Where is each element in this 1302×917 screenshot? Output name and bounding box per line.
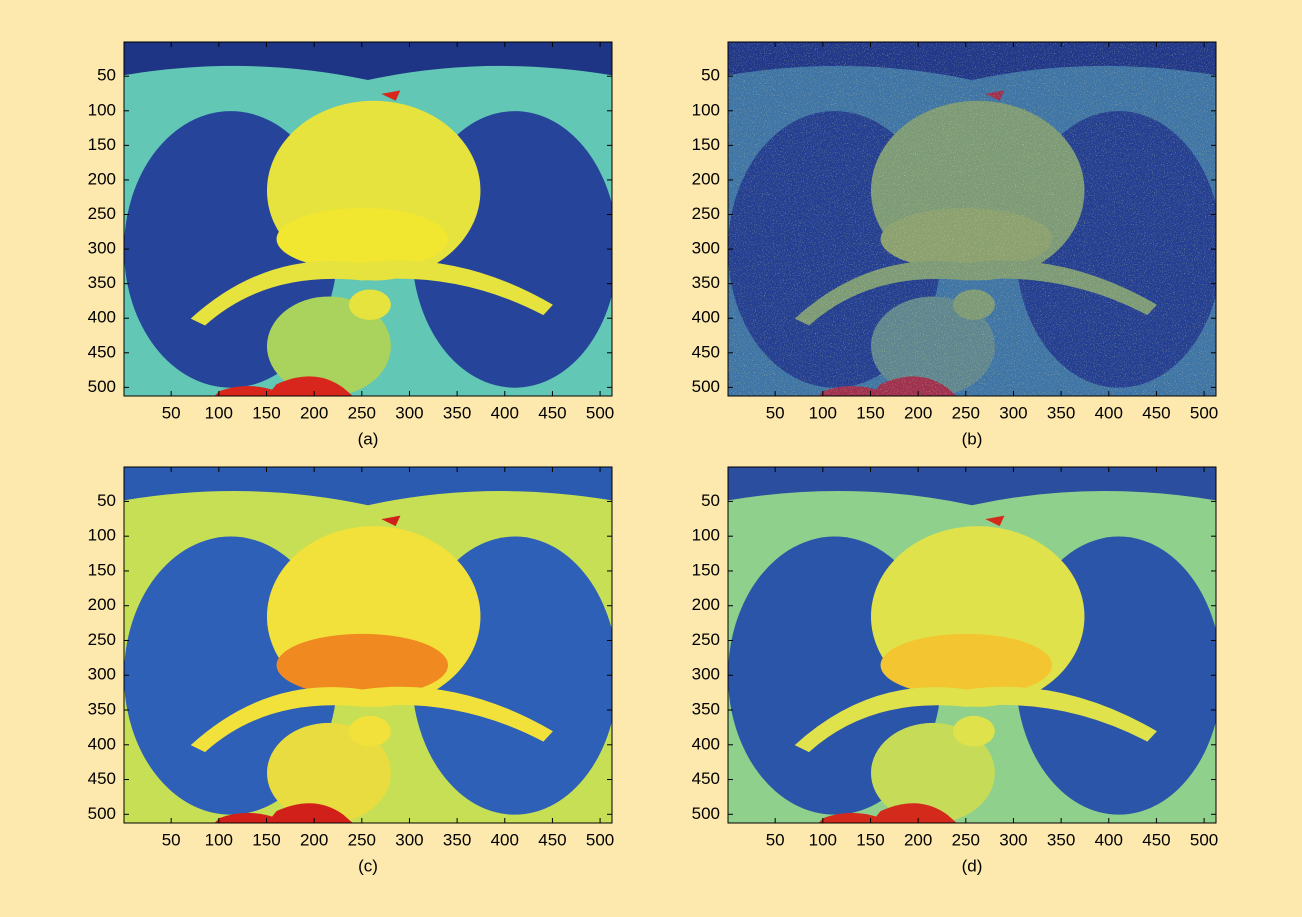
x-tick-label: 150 <box>856 403 884 422</box>
y-tick-label: 100 <box>692 100 720 119</box>
x-tick-label: 350 <box>443 830 471 849</box>
caption: (c) <box>358 856 378 875</box>
y-tick-label: 500 <box>692 377 720 396</box>
y-tick-label: 50 <box>701 491 720 510</box>
x-tick-label: 100 <box>205 403 233 422</box>
ct-image <box>124 42 618 396</box>
y-tick-label: 250 <box>692 630 720 649</box>
y-tick-label: 200 <box>692 595 720 614</box>
y-tick-label: 450 <box>692 769 720 788</box>
y-tick-label: 200 <box>88 595 116 614</box>
x-tick-label: 150 <box>252 403 280 422</box>
x-tick-label: 250 <box>348 403 376 422</box>
ct-image <box>728 467 1222 823</box>
x-tick-label: 50 <box>162 403 181 422</box>
x-tick-label: 500 <box>1190 830 1218 849</box>
image-panel <box>124 42 618 396</box>
x-tick-label: 100 <box>205 830 233 849</box>
x-tick-label: 500 <box>586 830 614 849</box>
x-tick-label: 500 <box>586 403 614 422</box>
y-tick-label: 150 <box>692 135 720 154</box>
y-tick-label: 450 <box>88 342 116 361</box>
x-tick-label: 300 <box>999 830 1027 849</box>
y-tick-label: 400 <box>692 308 720 327</box>
y-tick-label: 250 <box>88 204 116 223</box>
y-tick-label: 300 <box>88 665 116 684</box>
y-tick-label: 500 <box>692 804 720 823</box>
y-tick-label: 50 <box>97 491 116 510</box>
noise-overlay <box>728 42 1216 396</box>
y-tick-label: 250 <box>692 204 720 223</box>
x-tick-label: 400 <box>491 830 519 849</box>
x-tick-label: 150 <box>252 830 280 849</box>
x-tick-label: 300 <box>395 830 423 849</box>
x-tick-label: 150 <box>856 830 884 849</box>
y-tick-label: 400 <box>88 734 116 753</box>
y-tick-label: 300 <box>692 239 720 258</box>
y-tick-label: 350 <box>692 273 720 292</box>
x-tick-label: 100 <box>809 403 837 422</box>
x-tick-label: 450 <box>538 403 566 422</box>
x-tick-label: 500 <box>1190 403 1218 422</box>
x-tick-label: 350 <box>1047 403 1075 422</box>
x-tick-label: 450 <box>1142 830 1170 849</box>
y-tick-label: 300 <box>88 239 116 258</box>
image-panel <box>124 467 618 823</box>
x-tick-label: 350 <box>1047 830 1075 849</box>
caption: (a) <box>358 429 379 448</box>
x-tick-label: 300 <box>999 403 1027 422</box>
caption: (b) <box>962 429 983 448</box>
y-tick-label: 250 <box>88 630 116 649</box>
x-tick-label: 200 <box>300 403 328 422</box>
y-tick-label: 350 <box>88 699 116 718</box>
y-tick-label: 500 <box>88 377 116 396</box>
y-tick-label: 300 <box>692 665 720 684</box>
x-tick-label: 350 <box>443 403 471 422</box>
y-tick-label: 450 <box>88 769 116 788</box>
y-tick-label: 100 <box>692 526 720 545</box>
x-tick-label: 50 <box>766 403 785 422</box>
y-tick-label: 200 <box>88 169 116 188</box>
x-tick-label: 50 <box>766 830 785 849</box>
figure: 50 100 150 200 250 300 350 400 450 500 50 100 150 200… <box>0 0 1302 917</box>
y-tick-label: 50 <box>97 66 116 85</box>
y-tick-label: 350 <box>692 699 720 718</box>
x-tick-label: 200 <box>904 830 932 849</box>
y-tick-label: 400 <box>88 308 116 327</box>
x-tick-label: 400 <box>1095 830 1123 849</box>
y-tick-label: 200 <box>692 169 720 188</box>
x-tick-label: 400 <box>1095 403 1123 422</box>
y-tick-label: 100 <box>88 526 116 545</box>
y-tick-label: 150 <box>692 560 720 579</box>
y-tick-label: 500 <box>88 804 116 823</box>
caption: (d) <box>962 856 983 875</box>
x-tick-label: 200 <box>300 830 328 849</box>
y-tick-label: 350 <box>88 273 116 292</box>
y-tick-label: 150 <box>88 135 116 154</box>
x-tick-label: 100 <box>809 830 837 849</box>
y-tick-label: 450 <box>692 342 720 361</box>
x-tick-label: 400 <box>491 403 519 422</box>
image-panel <box>728 467 1222 823</box>
y-tick-label: 100 <box>88 100 116 119</box>
y-tick-label: 400 <box>692 734 720 753</box>
x-tick-label: 200 <box>904 403 932 422</box>
y-tick-label: 150 <box>88 560 116 579</box>
y-tick-label: 50 <box>701 66 720 85</box>
x-tick-label: 450 <box>538 830 566 849</box>
ct-image <box>124 467 618 823</box>
x-tick-label: 50 <box>162 830 181 849</box>
x-tick-label: 300 <box>395 403 423 422</box>
x-tick-label: 450 <box>1142 403 1170 422</box>
x-tick-label: 250 <box>952 830 980 849</box>
x-tick-label: 250 <box>952 403 980 422</box>
image-panel <box>728 42 1222 396</box>
x-tick-label: 250 <box>348 830 376 849</box>
